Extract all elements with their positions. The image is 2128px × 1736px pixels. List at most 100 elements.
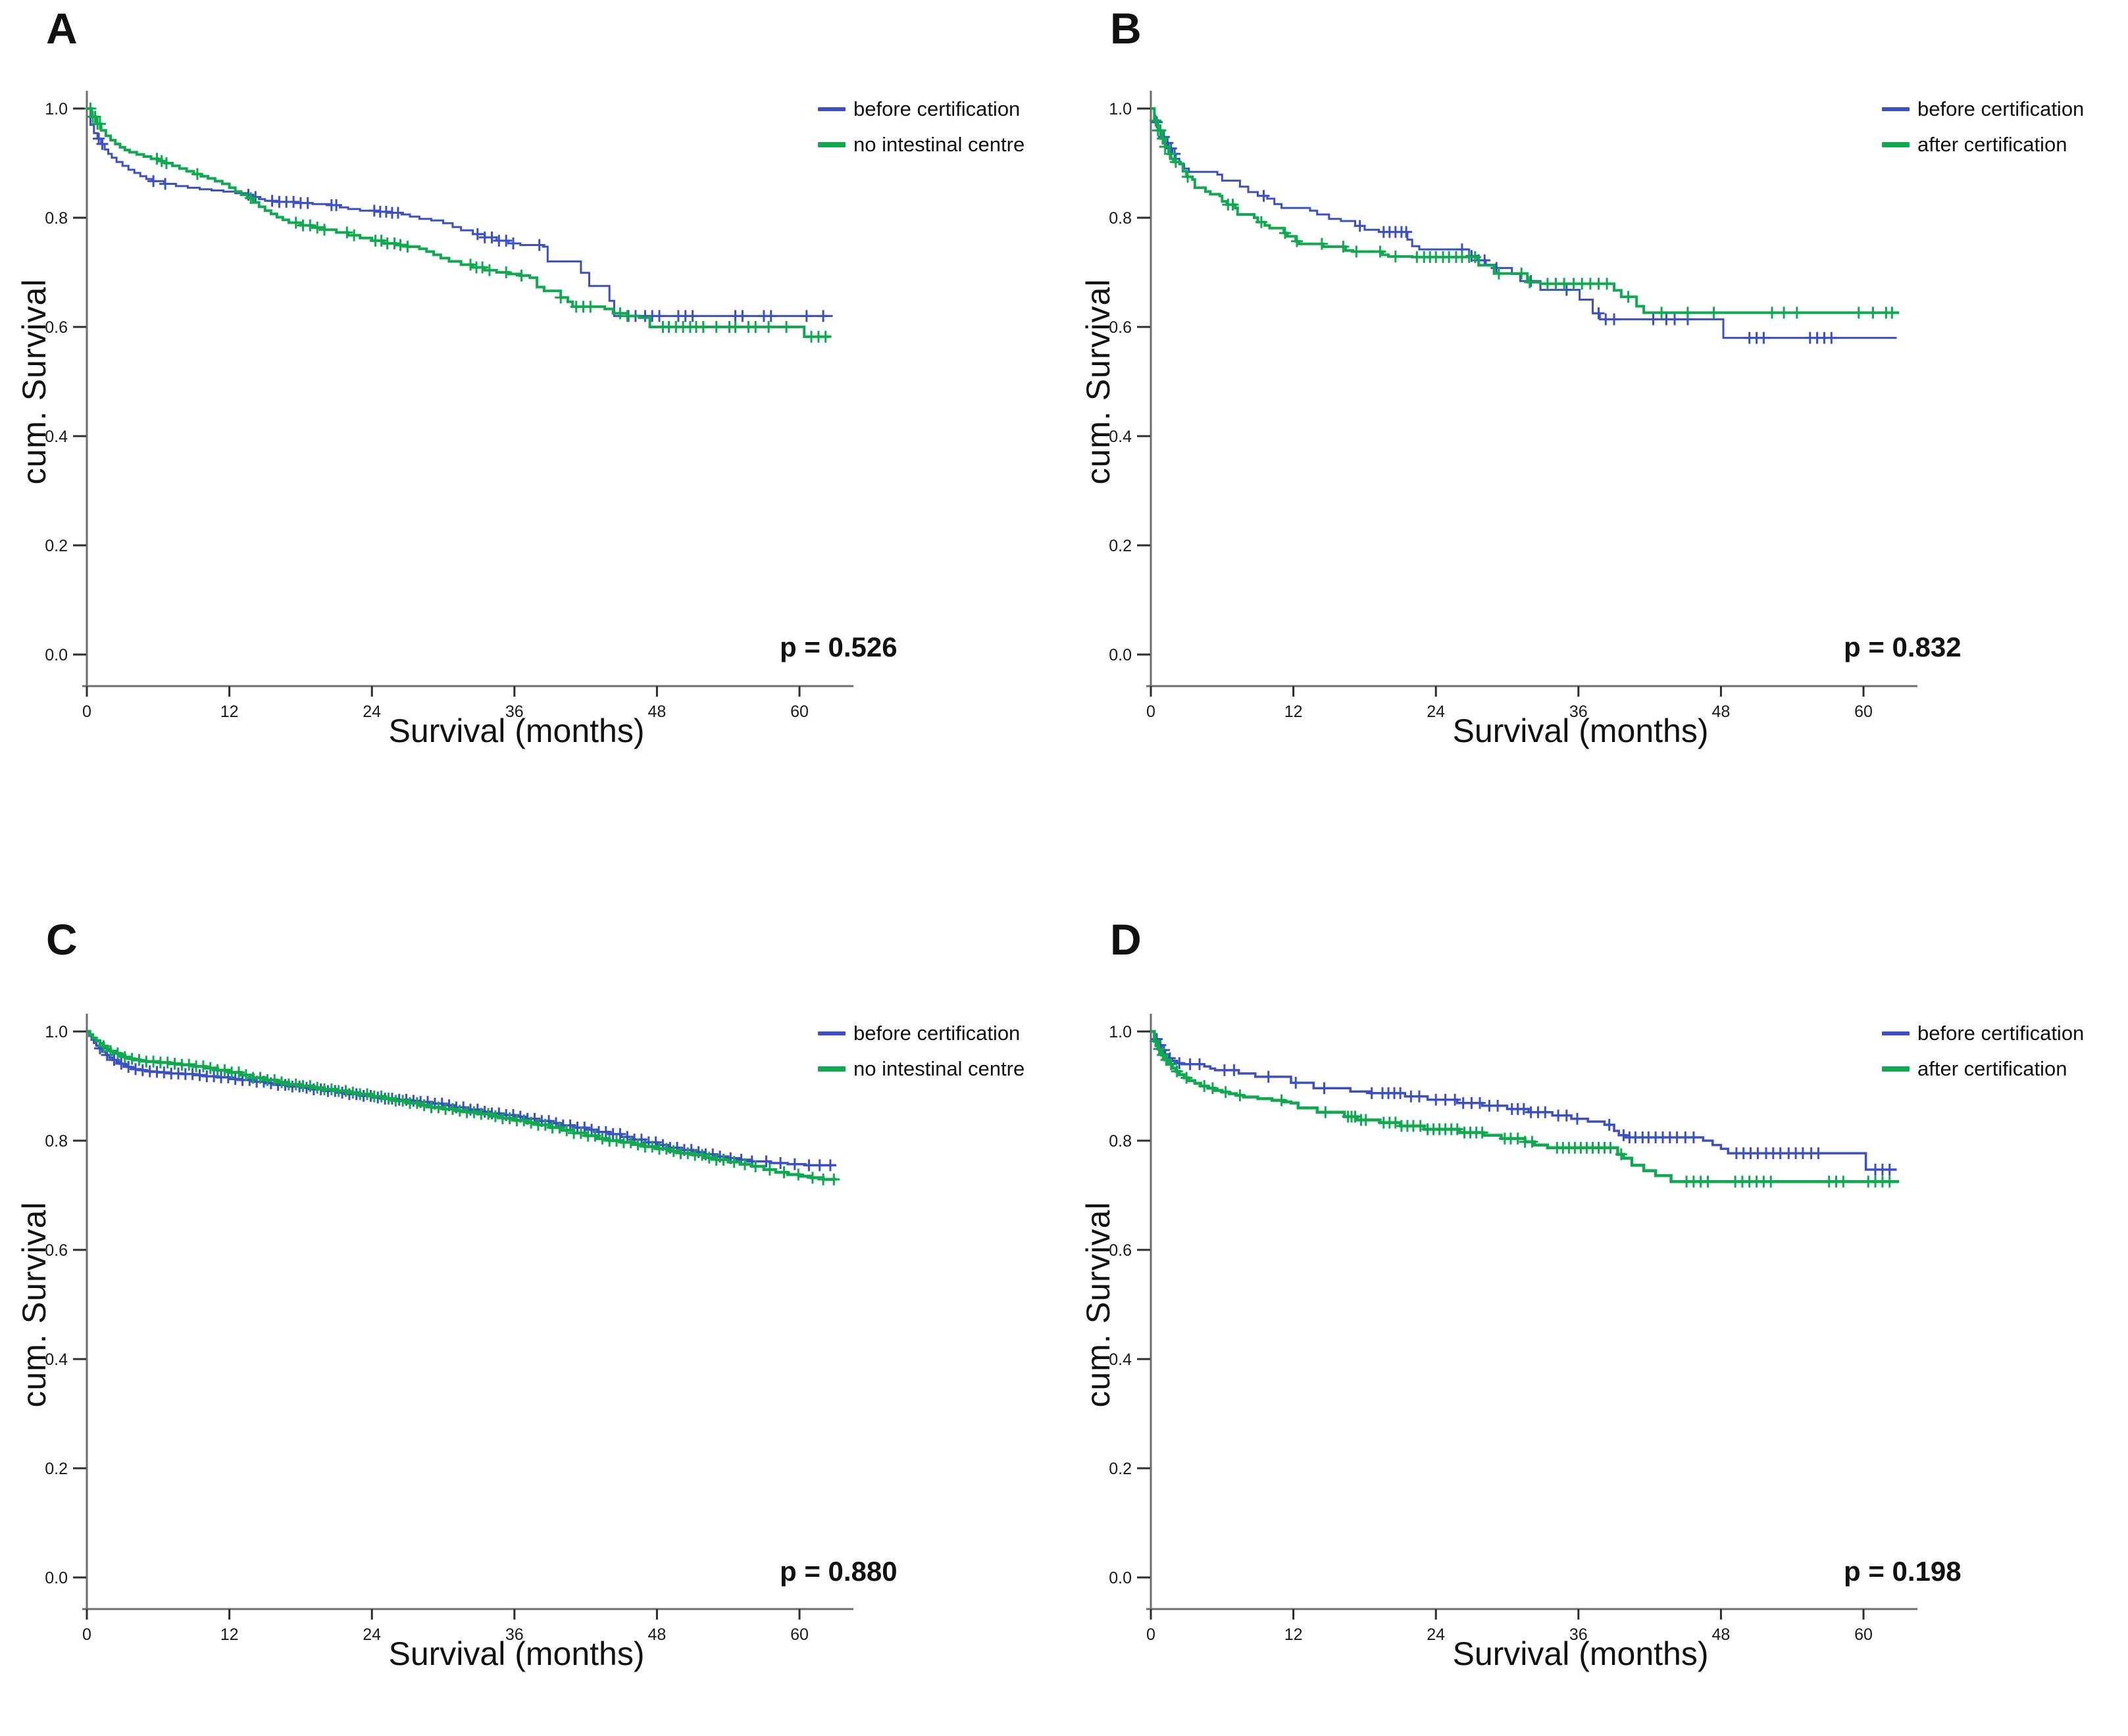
legend-line-swatch-green	[1882, 142, 1910, 147]
svg-text:12: 12	[1284, 1625, 1303, 1644]
svg-text:1.0: 1.0	[1109, 1023, 1132, 1041]
svg-text:0.8: 0.8	[1109, 1132, 1132, 1151]
legend-label: no intestinal centre	[853, 133, 1025, 156]
panel-a: 1.0 0.8 0.6 0.4 0.2 0.0 0 12 24 36 48 60 A cum. Sur…	[0, 0, 1064, 822]
y-axis-title: cum. Survival	[16, 278, 53, 485]
svg-text:0: 0	[82, 1625, 91, 1644]
svg-text:0.2: 0.2	[1109, 1460, 1132, 1478]
legend-item: before certification	[1882, 97, 2084, 121]
x-axis-title: Survival (months)	[1452, 1635, 1709, 1672]
legend-line-swatch-green	[818, 142, 846, 147]
svg-text:1.0: 1.0	[45, 1023, 68, 1041]
legend: before certification no intestinal centr…	[818, 1022, 1025, 1093]
legend-line-swatch-green	[818, 1066, 846, 1072]
legend-line-swatch-green	[1882, 1066, 1910, 1072]
panel-letter-c: C	[46, 915, 78, 964]
legend-line-swatch-blue	[1882, 107, 1910, 111]
y-axis-title: cum. Survival	[16, 1201, 53, 1408]
x-axis-title: Survival (months)	[388, 1635, 645, 1672]
legend-line-swatch-blue	[1882, 1031, 1910, 1035]
panel-letter-b: B	[1110, 4, 1142, 53]
p-value: p = 0.526	[780, 632, 898, 662]
legend-line-swatch-blue	[818, 1031, 846, 1035]
p-value: p = 0.198	[1844, 1556, 1962, 1587]
legend-label: after certification	[1917, 1057, 2067, 1080]
svg-text:60: 60	[1854, 703, 1873, 721]
km-chart-d: 1.0 0.8 0.6 0.4 0.2 0.0 0 12 24 36 48 60	[1109, 1014, 1917, 1644]
svg-text:0.6: 0.6	[1109, 1241, 1132, 1260]
legend-label: before certification	[1917, 97, 2085, 120]
svg-text:60: 60	[1854, 1625, 1873, 1644]
svg-text:0.4: 0.4	[45, 428, 68, 446]
legend-label: before certification	[1917, 1022, 2085, 1045]
svg-text:1.0: 1.0	[45, 100, 68, 118]
svg-text:0.0: 0.0	[1109, 1569, 1132, 1587]
svg-text:0.4: 0.4	[1109, 1351, 1132, 1369]
svg-text:0.0: 0.0	[45, 646, 68, 664]
legend: before certification after certification	[1882, 1022, 2084, 1093]
legend-item: no intestinal centre	[818, 1057, 1025, 1081]
svg-text:48: 48	[1711, 1625, 1730, 1644]
legend: before certification after certification	[1882, 97, 2084, 168]
panel-b: 1.0 0.8 0.6 0.4 0.2 0.0 0 12 24 36 48 60 B cum. Sur…	[1064, 0, 2128, 822]
legend-item: before certification	[818, 1022, 1025, 1045]
svg-text:24: 24	[363, 1625, 381, 1644]
legend-item: no intestinal centre	[818, 133, 1025, 157]
svg-text:0.2: 0.2	[45, 537, 68, 555]
panel-c: 1.0 0.8 0.6 0.4 0.2 0.0 0 12 24 36 48 60 C cum. Sur…	[0, 883, 1064, 1706]
legend-label: before certification	[853, 97, 1021, 120]
panel-letter-d: D	[1110, 915, 1142, 964]
svg-text:0.6: 0.6	[45, 1241, 68, 1260]
legend-label: after certification	[1917, 133, 2067, 156]
svg-text:0.8: 0.8	[45, 1132, 68, 1151]
svg-text:0.6: 0.6	[45, 318, 68, 337]
svg-text:48: 48	[647, 1625, 666, 1644]
x-axis-title: Survival (months)	[1452, 712, 1709, 749]
legend-line-swatch-blue	[818, 107, 846, 111]
svg-text:1.0: 1.0	[1109, 100, 1132, 118]
svg-text:24: 24	[363, 703, 381, 721]
svg-text:0.6: 0.6	[1109, 318, 1132, 337]
svg-text:36: 36	[1569, 703, 1588, 721]
legend-item: after certification	[1882, 133, 2084, 157]
legend-item: before certification	[818, 97, 1025, 121]
svg-text:0: 0	[82, 703, 91, 721]
x-axis-title: Survival (months)	[388, 712, 645, 749]
svg-text:0.2: 0.2	[1109, 537, 1132, 555]
svg-text:0: 0	[1146, 703, 1155, 721]
svg-text:24: 24	[1427, 703, 1445, 721]
svg-text:0.2: 0.2	[45, 1460, 68, 1478]
p-value: p = 0.880	[780, 1556, 898, 1587]
panel-d: 1.0 0.8 0.6 0.4 0.2 0.0 0 12 24 36 48 60 D cum. Sur…	[1064, 883, 2128, 1706]
y-axis-title: cum. Survival	[1080, 1201, 1117, 1408]
svg-text:60: 60	[790, 1625, 809, 1644]
y-axis-title: cum. Survival	[1080, 278, 1117, 485]
legend: before certification no intestinal centr…	[818, 97, 1025, 168]
legend-item: before certification	[1882, 1022, 2084, 1045]
svg-text:0.8: 0.8	[45, 209, 68, 228]
svg-text:0: 0	[1146, 1625, 1155, 1644]
svg-text:12: 12	[220, 1625, 239, 1644]
p-value: p = 0.832	[1844, 632, 1962, 662]
km-chart-b: 1.0 0.8 0.6 0.4 0.2 0.0 0 12 24 36 48 60	[1109, 91, 1917, 721]
svg-text:48: 48	[647, 703, 666, 721]
km-chart-c: 1.0 0.8 0.6 0.4 0.2 0.0 0 12 24 36 48 60	[45, 1014, 853, 1644]
svg-text:12: 12	[1284, 703, 1303, 721]
svg-text:48: 48	[1711, 703, 1730, 721]
svg-text:0.8: 0.8	[1109, 209, 1132, 228]
legend-item: after certification	[1882, 1057, 2084, 1081]
panel-letter-a: A	[46, 4, 78, 53]
svg-text:0.0: 0.0	[1109, 646, 1132, 664]
svg-text:0.4: 0.4	[1109, 428, 1132, 446]
legend-label: no intestinal centre	[853, 1057, 1025, 1080]
svg-text:36: 36	[505, 703, 524, 721]
svg-text:36: 36	[1569, 1625, 1588, 1644]
svg-text:36: 36	[505, 1625, 524, 1644]
svg-text:0.4: 0.4	[45, 1351, 68, 1369]
svg-text:0.0: 0.0	[45, 1569, 68, 1587]
svg-text:24: 24	[1427, 1625, 1445, 1644]
svg-text:12: 12	[220, 703, 239, 721]
svg-text:60: 60	[790, 703, 809, 721]
km-chart-a: 1.0 0.8 0.6 0.4 0.2 0.0 0 12 24 36 48 60	[45, 91, 853, 721]
legend-label: before certification	[853, 1022, 1021, 1045]
